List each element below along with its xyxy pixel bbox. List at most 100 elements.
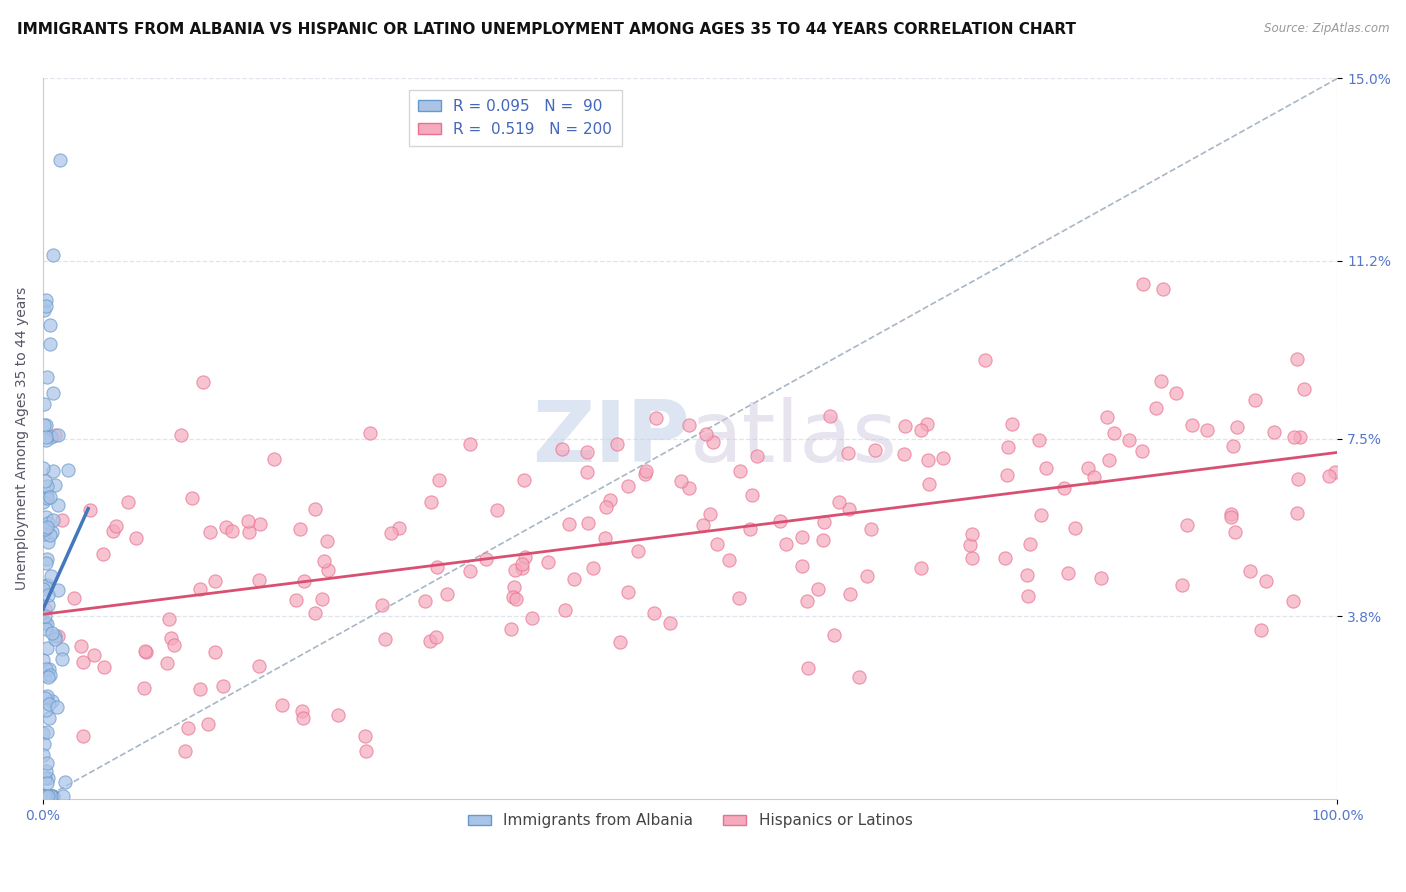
- Point: [48, 629, 70, 643]
- Point: [973, 352, 995, 367]
- Point: [374, 632, 396, 646]
- Point: [34, 522, 56, 536]
- Point: [316, 564, 339, 578]
- Point: [1028, 434, 1050, 448]
- Point: [311, 592, 333, 607]
- Point: [34, 300, 56, 314]
- Point: [790, 530, 813, 544]
- Point: [388, 521, 411, 535]
- Point: [288, 522, 311, 536]
- Point: [35, 703, 58, 717]
- Point: [38, 663, 60, 677]
- Point: [53, 774, 76, 789]
- Point: [502, 591, 524, 605]
- Point: [72, 729, 94, 743]
- Point: [247, 573, 270, 587]
- Point: [1083, 470, 1105, 484]
- Point: [1281, 594, 1303, 608]
- Point: [354, 729, 377, 743]
- Point: [599, 492, 621, 507]
- Point: [848, 670, 870, 684]
- Point: [197, 716, 219, 731]
- Point: [728, 464, 751, 478]
- Point: [738, 522, 761, 536]
- Point: [617, 479, 640, 493]
- Point: [34, 615, 56, 629]
- Point: [35, 510, 58, 524]
- Text: ZIP: ZIP: [533, 397, 690, 480]
- Point: [160, 631, 183, 645]
- Point: [32, 789, 55, 804]
- Point: [1166, 386, 1188, 401]
- Point: [1222, 439, 1244, 453]
- Point: [134, 681, 156, 695]
- Point: [1077, 461, 1099, 475]
- Legend: Immigrants from Albania, Hispanics or Latinos: Immigrants from Albania, Hispanics or La…: [461, 807, 918, 834]
- Point: [356, 744, 378, 758]
- Point: [39, 318, 62, 332]
- Point: [818, 409, 841, 424]
- Point: [1017, 567, 1039, 582]
- Point: [609, 635, 631, 649]
- Point: [291, 704, 314, 718]
- Point: [93, 547, 115, 561]
- Point: [221, 524, 243, 539]
- Point: [44, 630, 66, 644]
- Point: [263, 451, 285, 466]
- Point: [44, 427, 66, 442]
- Point: [193, 375, 215, 389]
- Point: [796, 594, 818, 608]
- Point: [37, 535, 59, 549]
- Point: [51, 513, 73, 527]
- Point: [426, 559, 449, 574]
- Point: [717, 553, 740, 567]
- Point: [316, 534, 339, 549]
- Point: [813, 515, 835, 529]
- Point: [314, 554, 336, 568]
- Point: [910, 561, 932, 575]
- Point: [117, 495, 139, 509]
- Point: [34, 667, 56, 681]
- Point: [678, 417, 700, 432]
- Point: [562, 572, 585, 586]
- Point: [1223, 524, 1246, 539]
- Point: [1286, 506, 1309, 520]
- Point: [271, 698, 294, 712]
- Point: [32, 789, 55, 804]
- Point: [212, 679, 235, 693]
- Point: [188, 681, 211, 696]
- Point: [35, 789, 58, 804]
- Point: [859, 522, 882, 536]
- Point: [41, 626, 63, 640]
- Point: [37, 670, 59, 684]
- Point: [371, 598, 394, 612]
- Point: [34, 789, 56, 804]
- Point: [51, 652, 73, 666]
- Point: [42, 464, 65, 478]
- Point: [671, 475, 693, 489]
- Point: [181, 491, 204, 505]
- Point: [617, 585, 640, 599]
- Point: [32, 582, 55, 596]
- Point: [425, 631, 447, 645]
- Point: [576, 465, 599, 479]
- Point: [188, 582, 211, 596]
- Point: [1219, 508, 1241, 522]
- Point: [79, 502, 101, 516]
- Point: [215, 520, 238, 534]
- Point: [702, 434, 724, 449]
- Point: [173, 744, 195, 758]
- Point: [1035, 460, 1057, 475]
- Point: [893, 447, 915, 461]
- Point: [838, 501, 860, 516]
- Point: [1019, 537, 1042, 551]
- Point: [198, 524, 221, 539]
- Point: [593, 531, 616, 545]
- Point: [427, 473, 450, 487]
- Point: [863, 443, 886, 458]
- Point: [1171, 577, 1194, 591]
- Point: [69, 639, 91, 653]
- Point: [125, 531, 148, 545]
- Point: [1319, 469, 1341, 483]
- Point: [49, 153, 72, 167]
